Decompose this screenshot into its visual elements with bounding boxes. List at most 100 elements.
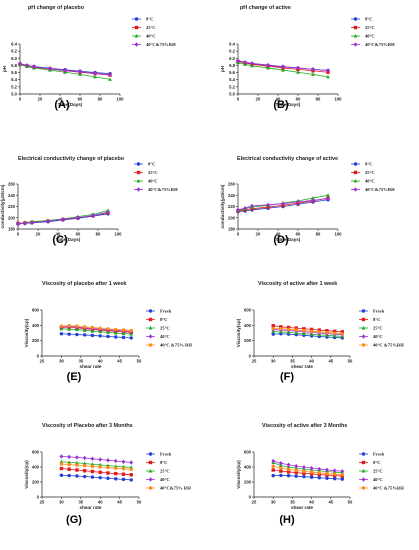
data-point — [129, 332, 134, 336]
series-line-4 — [61, 463, 132, 470]
panel-label: (H) — [279, 514, 295, 526]
data-point — [279, 327, 283, 331]
x-tick-label: 45 — [328, 500, 333, 505]
data-point — [340, 473, 345, 477]
data-point — [243, 60, 247, 65]
data-point — [75, 324, 79, 328]
data-point — [90, 325, 95, 330]
data-point — [302, 471, 306, 475]
data-point — [59, 459, 64, 464]
data-point — [326, 74, 330, 79]
y-axis-label: Viscosity(cp) — [236, 460, 241, 489]
legend-entry: 40°C — [365, 34, 375, 39]
series-line-0 — [61, 333, 132, 339]
x-tick-label: 35 — [290, 500, 295, 505]
x-tick-label: 80 — [96, 232, 101, 237]
chart-title: pH change of placebo — [28, 5, 85, 11]
data-point — [294, 474, 298, 478]
data-point — [98, 475, 102, 480]
legend-marker — [361, 452, 366, 456]
legend-marker — [361, 325, 366, 330]
data-point — [32, 64, 36, 70]
series-line-4 — [273, 328, 343, 335]
data-point — [332, 468, 337, 473]
data-point — [121, 459, 126, 464]
x-tick-label: 0 — [17, 232, 20, 237]
data-point — [317, 476, 321, 480]
data-point — [75, 455, 79, 460]
legend-marker — [148, 468, 153, 473]
x-tick-label: 30 — [59, 500, 64, 505]
data-point — [317, 466, 322, 472]
data-point — [76, 215, 80, 220]
y-tick-label: 260 — [8, 182, 16, 187]
y-tick-label: 220 — [8, 204, 16, 209]
x-tick-label: 40 — [309, 500, 314, 505]
series-line-3 — [61, 326, 132, 332]
legend-entry: 40°C&75%RH — [365, 42, 395, 47]
panel-label: (E) — [67, 371, 82, 383]
data-point — [16, 221, 20, 227]
y-tick-label: 6.4 — [11, 42, 17, 47]
legend-entry: 40°C&75%RH — [148, 187, 178, 192]
data-point — [250, 61, 254, 66]
data-point — [106, 471, 110, 475]
series-line-0 — [273, 333, 343, 339]
data-point — [82, 333, 87, 337]
data-point — [61, 217, 65, 222]
x-tick-label: 40 — [98, 500, 103, 505]
chart-title: Electrical conductivity change of placeb… — [18, 156, 125, 162]
x-tick-label: 20 — [256, 232, 261, 237]
data-point — [82, 325, 87, 329]
data-point — [309, 327, 314, 332]
legend-marker — [148, 334, 153, 339]
chart-title: Viscosity of active after 3 Months — [262, 423, 347, 429]
data-point — [25, 63, 29, 68]
data-point — [271, 324, 275, 328]
data-point — [294, 468, 298, 473]
series-line-3 — [273, 460, 343, 472]
y-tick-label: 600 — [32, 450, 40, 455]
y-tick-label: 600 — [244, 450, 252, 455]
x-axis-label: shear rate — [80, 364, 102, 369]
legend-marker — [136, 178, 141, 183]
data-point — [266, 205, 270, 209]
y-tick-label: 400 — [244, 465, 252, 470]
series-line-3 — [273, 329, 343, 336]
data-point — [67, 454, 72, 460]
x-tick-label: 40 — [276, 232, 281, 237]
panel-label: (F) — [280, 371, 294, 383]
data-point — [98, 470, 102, 474]
legend-entry: 8°C — [160, 317, 167, 322]
data-point — [67, 467, 71, 471]
data-point — [78, 72, 82, 76]
legend-marker — [361, 317, 366, 322]
data-point — [91, 213, 95, 218]
data-point — [90, 333, 95, 338]
chart-panel-g: Viscosity of Placebo after 3 Months 25 30 3… — [24, 423, 191, 526]
y-tick-label: 6.4 — [229, 42, 235, 47]
x-tick-label: 35 — [290, 359, 295, 364]
x-tick-label: 50 — [137, 500, 142, 505]
legend-entry: 8°C — [365, 162, 372, 167]
data-point — [90, 456, 95, 461]
data-point — [93, 74, 97, 79]
legend-entry: 40°C — [373, 477, 383, 482]
data-point — [236, 207, 240, 213]
data-point — [121, 472, 126, 476]
data-point — [296, 199, 300, 205]
x-tick-label: 20 — [38, 97, 43, 102]
legend-entry: 40°C — [160, 477, 170, 482]
data-point — [114, 477, 118, 481]
data-point — [279, 469, 283, 473]
legend-entry: 8°C — [146, 17, 153, 22]
data-point — [93, 71, 97, 76]
series-line-4 — [61, 325, 132, 331]
data-point — [325, 329, 329, 333]
legend-entry: 40°C&75% RH — [160, 486, 191, 491]
series-line-2 — [61, 328, 132, 335]
data-point — [129, 467, 133, 472]
legend-marker — [353, 33, 358, 38]
data-point — [302, 328, 306, 333]
